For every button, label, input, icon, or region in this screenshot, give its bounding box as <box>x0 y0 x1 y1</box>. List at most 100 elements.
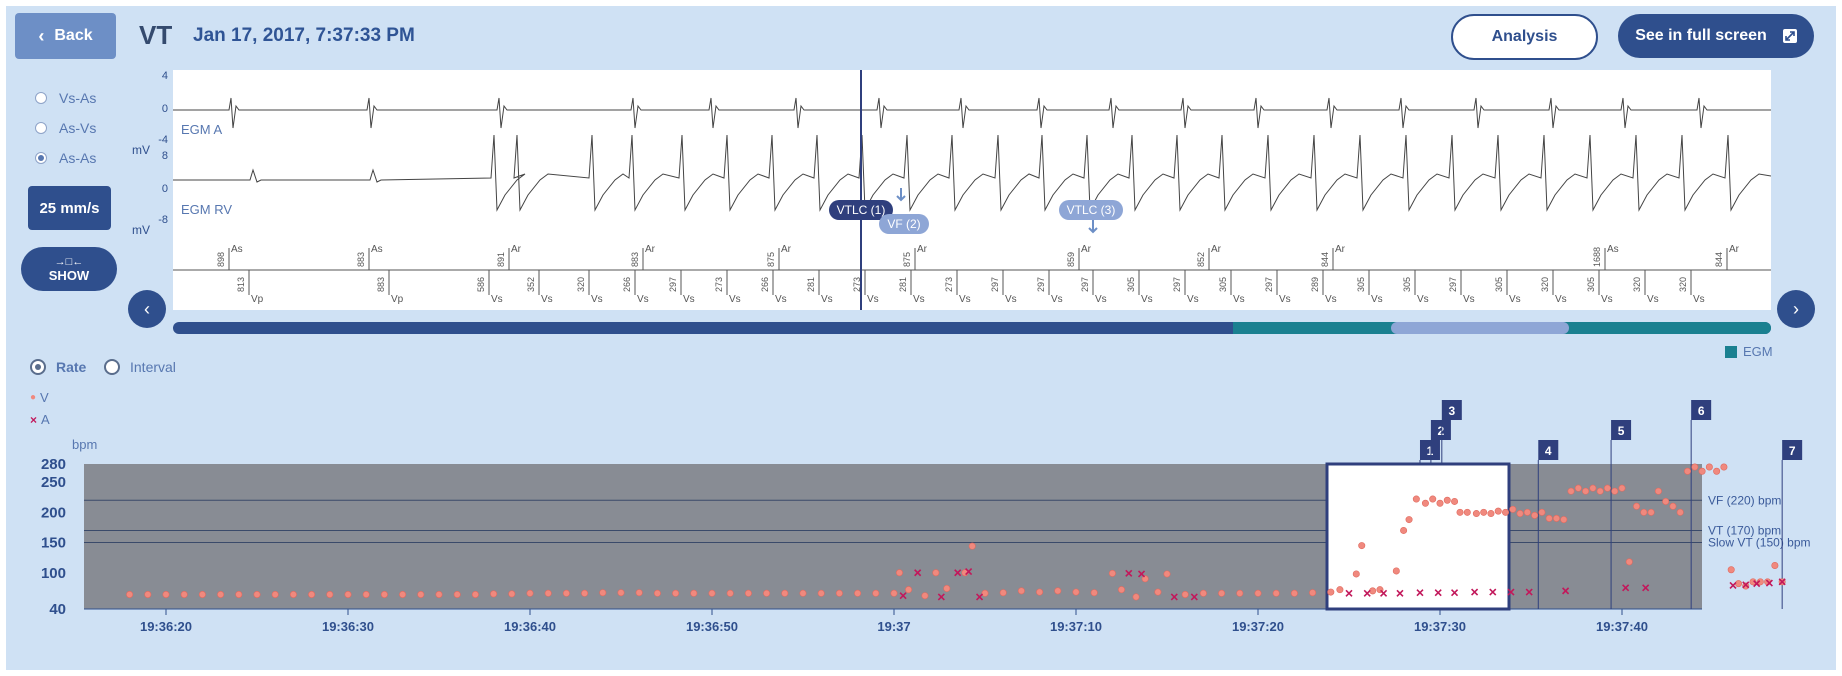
annotation-label: VTLC (1) <box>837 203 886 217</box>
v-rate-point <box>968 542 976 550</box>
ventricular-marker-interval: 273 <box>852 277 862 292</box>
radio-button[interactable] <box>35 122 47 134</box>
ventricular-marker-interval: 352 <box>526 277 536 292</box>
a-rate-point <box>914 569 922 577</box>
show-markers-button[interactable]: →□← SHOW <box>21 247 117 291</box>
back-label: Back <box>54 27 93 44</box>
v-rate-point <box>344 590 352 598</box>
radio-label: Vs-As <box>59 90 97 106</box>
radio-button[interactable] <box>30 359 46 375</box>
v-rate-point <box>144 590 152 598</box>
ventricular-marker: Vs 320 <box>1632 270 1659 305</box>
x-tick-label: 19:37:30 <box>1414 619 1466 634</box>
event-flag[interactable]: 4 <box>1537 440 1559 609</box>
ventricular-marker-label: Vs <box>491 294 503 305</box>
v-rate-point <box>1560 516 1568 524</box>
ventricular-marker: Vs 320 <box>1678 270 1705 305</box>
v-rate-point <box>217 590 225 598</box>
atrial-marker-interval: 1688 <box>1592 247 1602 267</box>
egm-a-unit: mV <box>132 143 150 157</box>
ventricular-marker: Vs 273 <box>714 270 741 305</box>
v-rate-point <box>1734 580 1742 588</box>
radio-vs-as[interactable]: Vs-As <box>35 90 96 106</box>
event-flag-label: 3 <box>1448 404 1455 418</box>
v-rate-point <box>1633 502 1641 510</box>
ventricular-marker-label: Vs <box>1693 294 1705 305</box>
episode-timeline-bar[interactable] <box>173 322 1771 334</box>
event-flag[interactable]: 6 <box>1690 400 1712 609</box>
v-rate-point <box>362 590 370 598</box>
ventricular-marker-label: Vs <box>1051 294 1063 305</box>
radio-label: As-Vs <box>59 120 97 136</box>
chevron-left-icon: ‹ <box>144 298 150 319</box>
v-rate-point <box>1412 495 1420 503</box>
v-rate-point <box>1684 467 1692 475</box>
scroll-left-button[interactable]: ‹ <box>128 290 166 328</box>
v-rate-point <box>1290 589 1298 597</box>
analysis-button[interactable]: Analysis <box>1451 14 1598 60</box>
radio-as-vs[interactable]: As-Vs <box>35 120 96 136</box>
v-rate-point <box>1118 586 1126 594</box>
event-flag[interactable]: 7 <box>1781 440 1803 609</box>
ventricular-marker-label: Vs <box>1141 294 1153 305</box>
timeline-viewport-handle[interactable] <box>1391 322 1569 334</box>
ventricular-marker-label: Vs <box>1417 294 1429 305</box>
v-rate-point <box>1480 508 1488 516</box>
a-rate-point <box>1137 570 1146 578</box>
ventricular-marker-label: Vs <box>1601 294 1613 305</box>
fullscreen-label: See in full screen <box>1635 27 1767 44</box>
radio-button[interactable] <box>35 152 47 164</box>
atrial-marker: Ar 859 <box>1066 244 1092 270</box>
atrial-marker-interval: 883 <box>356 252 366 267</box>
atrial-marker: As 1688 <box>1592 244 1619 270</box>
a-rate-point <box>1396 589 1404 597</box>
speed-button[interactable]: 25 mm/s <box>28 186 111 230</box>
ventricular-marker-interval: 305 <box>1586 277 1596 292</box>
legend-v: ● V <box>30 390 49 405</box>
v-rate-point <box>1669 502 1677 510</box>
radio-as-as[interactable]: As-As <box>35 150 96 166</box>
v-rate-point <box>1531 511 1539 519</box>
v-rate-point <box>895 569 903 577</box>
atrial-marker: Ar 875 <box>902 244 928 270</box>
v-rate-point <box>1487 510 1495 518</box>
radio-button[interactable] <box>35 92 47 104</box>
annotation-vf-2[interactable]: VF (2) <box>879 188 929 234</box>
x-tick-label: 19:37:20 <box>1232 619 1284 634</box>
v-rate-point <box>1502 508 1510 516</box>
atrial-marker: As 898 <box>216 244 243 270</box>
mode-rate[interactable]: Rate <box>30 359 86 375</box>
mode-interval[interactable]: Interval <box>104 359 176 375</box>
radio-button[interactable] <box>104 359 120 375</box>
ventricular-marker-interval: 305 <box>1402 277 1412 292</box>
a-rate-point <box>1562 587 1570 595</box>
scroll-right-button[interactable]: › <box>1777 290 1815 328</box>
fullscreen-button[interactable]: See in full screen <box>1618 14 1814 58</box>
back-button[interactable]: ‹ Back <box>15 13 116 59</box>
v-rate-point <box>471 590 479 598</box>
ventricular-marker-interval: 813 <box>236 277 246 292</box>
y-axis-unit: bpm <box>72 437 98 452</box>
egm-a-tick-top: 4 <box>161 70 168 82</box>
v-rate-point <box>1691 463 1699 471</box>
v-rate-point <box>435 590 443 598</box>
ventricular-marker-label: Vs <box>1509 294 1521 305</box>
egm-tracing-area[interactable]: EGM A EGM RV As 898 As 883 Ar 891 Ar 883 Ar 875 Ar… <box>173 70 1772 310</box>
v-rate-point <box>1163 570 1171 578</box>
egm-rv-tick-bottom: -8 <box>158 214 168 226</box>
annotation-vtlc-1[interactable]: VTLC (1) <box>829 200 893 220</box>
event-flag[interactable]: 5 <box>1610 420 1632 609</box>
legend-label: A <box>41 412 50 427</box>
annotation-vtlc-3[interactable]: VTLC (3) <box>1059 200 1123 234</box>
v-rate-point <box>1429 495 1437 503</box>
v-rate-point <box>289 590 297 598</box>
episode-type-title: VT <box>139 20 173 50</box>
ventricular-marker-label: Vs <box>541 294 553 305</box>
legend-label: V <box>40 390 49 405</box>
event-flag-label: 2 <box>1438 424 1445 438</box>
trend-zoom-window[interactable] <box>1325 462 1511 611</box>
ventricular-marker-label: Vs <box>959 294 971 305</box>
v-rate-point <box>526 589 534 597</box>
egm-rv-tick-mid: 0 <box>161 183 168 195</box>
x-tick-label: 19:37:10 <box>1050 619 1102 634</box>
